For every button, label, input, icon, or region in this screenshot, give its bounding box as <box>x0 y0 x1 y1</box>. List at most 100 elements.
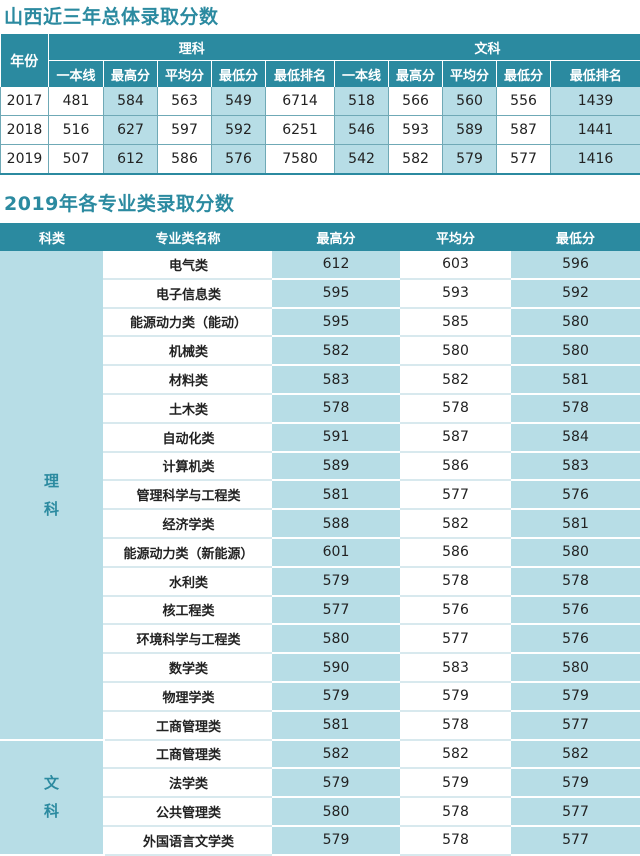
score-cell: 584 <box>104 87 158 116</box>
avg-score-cell: 577 <box>400 624 511 653</box>
column-header: 最低分 <box>497 61 551 88</box>
score-cell: 586 <box>158 145 212 175</box>
major-name-cell: 工商管理类 <box>104 740 272 769</box>
score-cell: 1439 <box>551 87 640 116</box>
major-name-cell: 机械类 <box>104 336 272 365</box>
column-header: 平均分 <box>443 61 497 88</box>
score-cell: 576 <box>212 145 266 175</box>
avg-score-cell: 587 <box>400 423 511 452</box>
score-cell: 556 <box>497 87 551 116</box>
min-score-cell: 578 <box>511 567 640 596</box>
major-name-cell: 管理科学与工程类 <box>104 480 272 509</box>
section2-title: 2019年各专业类录取分数 <box>0 185 640 223</box>
major-name-cell: 工商管理类 <box>104 711 272 740</box>
major-name-cell: 核工程类 <box>104 596 272 625</box>
score-cell: 549 <box>212 87 266 116</box>
score-cell: 507 <box>49 145 104 175</box>
year-cell: 2019 <box>1 145 49 175</box>
major-name-cell: 法学类 <box>104 768 272 797</box>
min-score-cell: 596 <box>511 251 640 279</box>
avg-score-cell: 582 <box>400 365 511 394</box>
column-header: 科类 <box>0 223 104 251</box>
major-name-cell: 能源动力类（新能源） <box>104 538 272 567</box>
min-score-cell: 580 <box>511 538 640 567</box>
major-name-cell: 材料类 <box>104 365 272 394</box>
score-cell: 592 <box>212 116 266 145</box>
max-score-cell: 578 <box>272 394 400 423</box>
avg-score-cell: 578 <box>400 711 511 740</box>
avg-score-cell: 580 <box>400 336 511 365</box>
min-score-cell: 579 <box>511 682 640 711</box>
max-score-cell: 590 <box>272 653 400 682</box>
min-score-cell: 580 <box>511 653 640 682</box>
min-score-cell: 583 <box>511 452 640 481</box>
max-score-cell: 579 <box>272 826 400 855</box>
max-score-cell: 581 <box>272 480 400 509</box>
min-score-cell: 578 <box>511 394 640 423</box>
column-header: 最低排名 <box>266 61 335 88</box>
column-header: 最低分 <box>212 61 266 88</box>
avg-score-cell: 578 <box>400 797 511 826</box>
avg-score-cell: 593 <box>400 279 511 308</box>
max-score-cell: 588 <box>272 509 400 538</box>
score-cell: 566 <box>389 87 443 116</box>
year-cell: 2018 <box>1 116 49 145</box>
max-score-cell: 595 <box>272 308 400 337</box>
major-name-cell: 公共管理类 <box>104 797 272 826</box>
section1-title: 山西近三年总体录取分数 <box>0 0 640 34</box>
max-score-cell: 580 <box>272 624 400 653</box>
max-score-cell: 579 <box>272 567 400 596</box>
min-score-cell: 580 <box>511 336 640 365</box>
major-name-cell: 计算机类 <box>104 452 272 481</box>
score-cell: 579 <box>443 145 497 175</box>
min-score-cell: 581 <box>511 509 640 538</box>
max-score-cell: 601 <box>272 538 400 567</box>
score-cell: 597 <box>158 116 212 145</box>
score-cell: 1416 <box>551 145 640 175</box>
min-score-cell: 592 <box>511 279 640 308</box>
avg-score-cell: 578 <box>400 826 511 855</box>
score-cell: 516 <box>49 116 104 145</box>
avg-score-cell: 576 <box>400 596 511 625</box>
column-header: 专业类名称 <box>104 223 272 251</box>
avg-score-cell: 582 <box>400 509 511 538</box>
score-cell: 563 <box>158 87 212 116</box>
score-cell: 6251 <box>266 116 335 145</box>
year-cell: 2017 <box>1 87 49 116</box>
max-score-cell: 579 <box>272 682 400 711</box>
max-score-cell: 591 <box>272 423 400 452</box>
major-name-cell: 环境科学与工程类 <box>104 624 272 653</box>
column-header: 最低排名 <box>551 61 640 88</box>
score-cell: 612 <box>104 145 158 175</box>
min-score-cell: 581 <box>511 365 640 394</box>
major-name-cell: 土木类 <box>104 394 272 423</box>
avg-score-cell: 579 <box>400 682 511 711</box>
avg-score-cell: 586 <box>400 452 511 481</box>
score-cell: 627 <box>104 116 158 145</box>
max-score-cell: 580 <box>272 797 400 826</box>
score-cell: 582 <box>389 145 443 175</box>
min-score-cell: 579 <box>511 768 640 797</box>
max-score-cell: 612 <box>272 251 400 279</box>
max-score-cell: 582 <box>272 336 400 365</box>
score-cell: 6714 <box>266 87 335 116</box>
score-cell: 518 <box>335 87 389 116</box>
column-header: 最高分 <box>104 61 158 88</box>
min-score-cell: 577 <box>511 826 640 855</box>
major-name-cell: 自动化类 <box>104 423 272 452</box>
score-cell: 587 <box>497 116 551 145</box>
score-cell: 481 <box>49 87 104 116</box>
min-score-cell: 576 <box>511 596 640 625</box>
year-header: 年份 <box>1 34 49 87</box>
min-score-cell: 580 <box>511 308 640 337</box>
max-score-cell: 583 <box>272 365 400 394</box>
score-cell: 577 <box>497 145 551 175</box>
group-header-science: 理科 <box>49 34 335 61</box>
major-name-cell: 水利类 <box>104 567 272 596</box>
category-cell: 文 科 <box>0 740 104 855</box>
major-name-cell: 电气类 <box>104 251 272 279</box>
